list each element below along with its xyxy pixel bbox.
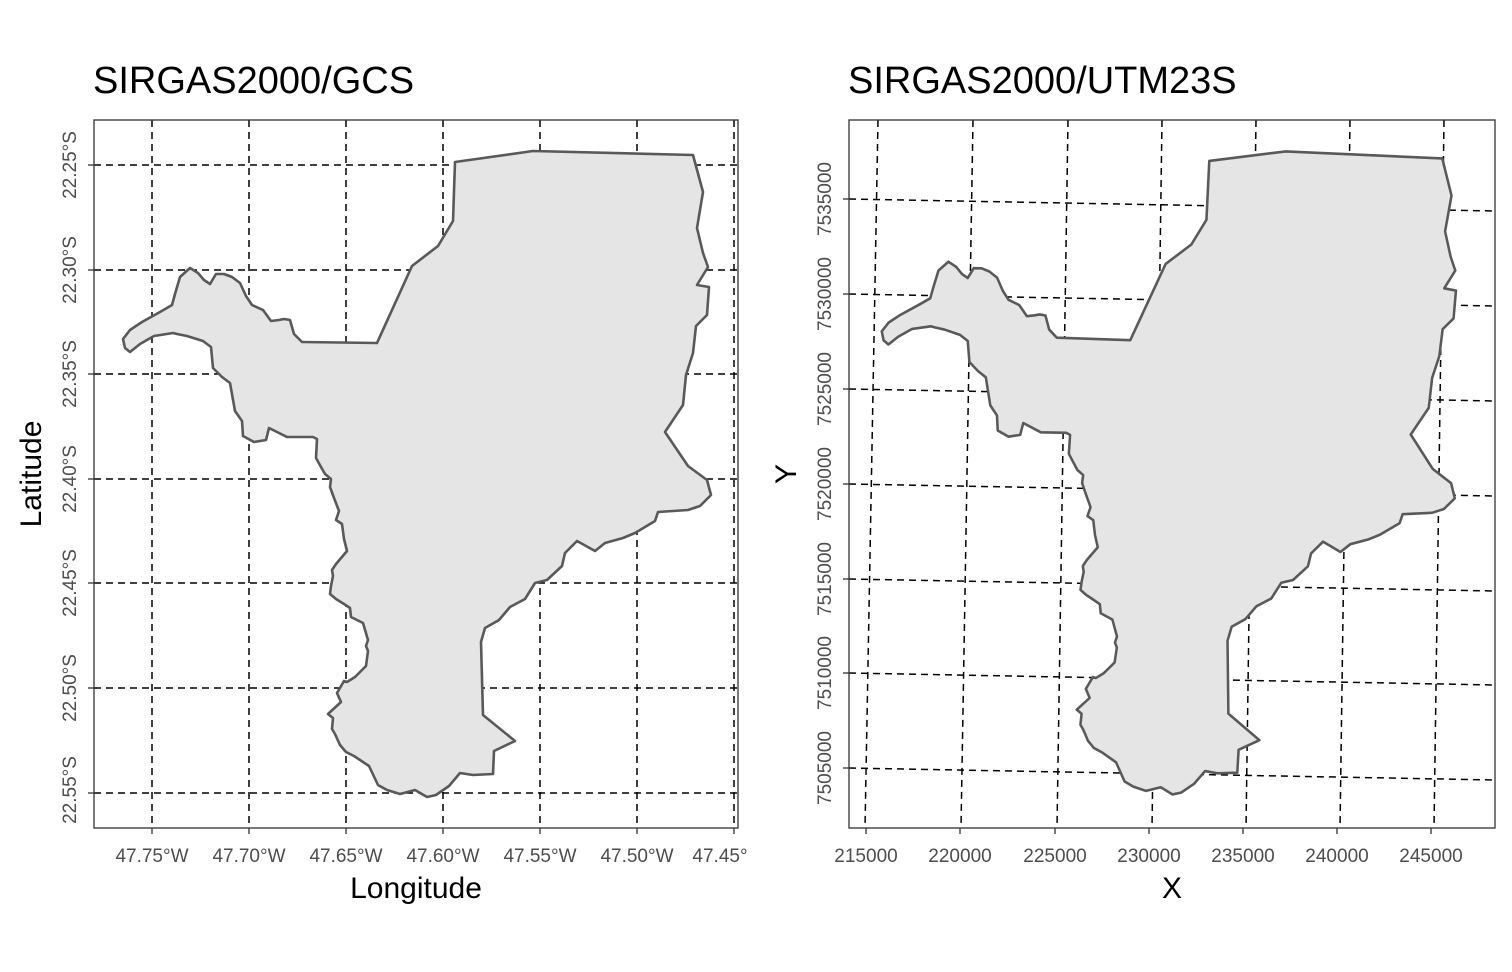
utm-y-tick-marks — [843, 198, 849, 769]
utm-x-tick-marks — [865, 828, 1432, 834]
utm-x-tick-labels: 215000 220000 225000 230000 235000 24000… — [834, 846, 1462, 867]
x-tick-label: 245000 — [1399, 846, 1462, 867]
x-axis-title-gcs: Longitude — [350, 872, 482, 905]
x-tick-label: 47.70°W — [212, 846, 285, 867]
panel-title-utm: SIRGAS2000/UTM23S — [848, 60, 1237, 102]
gcs-region-polygon — [121, 149, 713, 799]
utm-panel-border — [848, 119, 1496, 829]
x-tick-label: 47.65°W — [309, 846, 382, 867]
x-tick-label: 230000 — [1117, 846, 1180, 867]
y-tick-label: 22.45°S — [60, 549, 81, 617]
panel-utm: SIRGAS2000/UTM23S — [770, 60, 1496, 905]
y-tick-label: 22.35°S — [60, 340, 81, 408]
y-tick-label: 22.50°S — [60, 654, 81, 722]
x-tick-label: 220000 — [928, 846, 991, 867]
y-tick-label: 7525000 — [815, 352, 836, 426]
utm-meridian — [864, 119, 879, 829]
y-tick-label: 7520000 — [815, 447, 836, 521]
utm-y-tick-labels: 7535000 7530000 7525000 7520000 7515000 … — [815, 162, 836, 805]
panel-title-gcs: SIRGAS2000/GCS — [93, 60, 414, 102]
x-tick-label: 47.60°W — [406, 846, 479, 867]
y-tick-label: 7515000 — [815, 542, 836, 616]
x-tick-label: 47.50°W — [600, 846, 673, 867]
x-tick-label: 47.75°W — [115, 846, 188, 867]
gcs-y-tick-labels: 22.25°S 22.30°S 22.35°S 22.40°S 22.45°S … — [60, 131, 81, 824]
y-tick-label: 22.55°S — [60, 756, 81, 824]
y-axis-title-gcs: Latitude — [15, 421, 48, 528]
gcs-y-tick-marks — [88, 164, 94, 794]
y-tick-label: 22.40°S — [60, 445, 81, 513]
y-tick-label: 7505000 — [815, 731, 836, 805]
utm-meridian — [1056, 119, 1069, 829]
utm-meridian — [960, 119, 974, 829]
x-axis-title-utm: X — [1162, 872, 1182, 905]
y-tick-label: 7510000 — [815, 636, 836, 710]
x-tick-label: 240000 — [1305, 846, 1368, 867]
y-tick-label: 7530000 — [815, 257, 836, 331]
gcs-x-tick-labels: 47.75°W 47.70°W 47.65°W 47.60°W 47.55°W … — [115, 846, 747, 867]
y-tick-label: 22.30°S — [60, 236, 81, 304]
y-tick-label: 22.25°S — [60, 131, 81, 199]
gcs-x-tick-marks — [151, 828, 735, 834]
panel-gcs: SIRGAS2000/GCS — [15, 60, 748, 905]
x-tick-label: 47.55°W — [503, 846, 576, 867]
gcs-panel-border — [93, 119, 739, 829]
x-tick-label: 235000 — [1211, 846, 1274, 867]
x-tick-label: 225000 — [1023, 846, 1086, 867]
x-tick-label: 215000 — [834, 846, 897, 867]
y-tick-label: 7535000 — [815, 162, 836, 236]
y-axis-title-utm: Y — [770, 464, 803, 484]
x-tick-label: 47.45° — [692, 846, 747, 867]
